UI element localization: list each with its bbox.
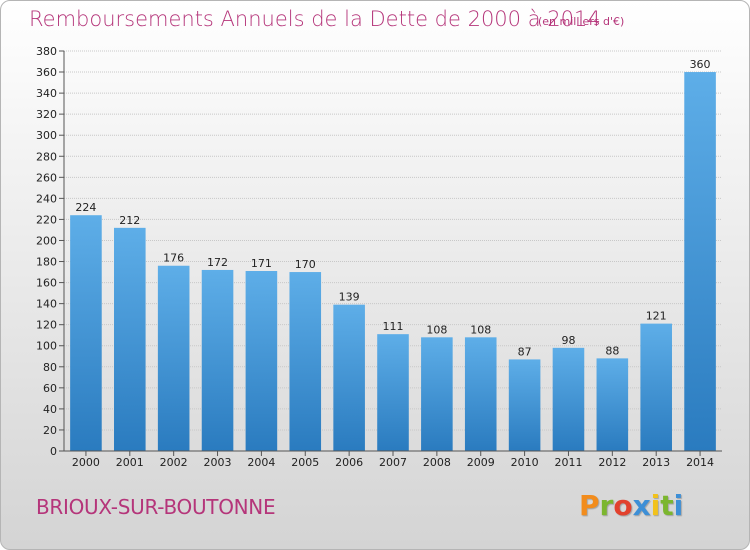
x-tick-label-2007: 2007 [379,456,407,469]
x-tick-label-2009: 2009 [467,456,495,469]
data-label-2000: 224 [75,201,96,214]
y-tick-label: 240 [36,192,57,205]
y-tick-label: 340 [36,87,57,100]
logo-letter: t [660,489,674,522]
data-label-2005: 170 [295,258,316,271]
bar-2007 [377,334,409,451]
bar-2004 [245,271,278,451]
chart-title: Remboursements Annuels de la Dette de 20… [29,7,601,31]
chart-subtitle: (en milliers d'€) [538,15,625,28]
bar-2008 [421,337,453,451]
y-tick-label: 200 [36,234,57,247]
x-tick-label-2000: 2000 [72,456,100,469]
logo-letter: P [579,489,600,522]
logo-letter: r [599,489,614,522]
x-tick-label-2002: 2002 [160,456,188,469]
data-label-2011: 98 [561,334,575,347]
bar-2006 [333,304,365,451]
y-tick-label: 20 [43,424,57,437]
data-label-2003: 172 [207,256,228,269]
bar-2012 [596,358,629,451]
y-tick-label: 80 [43,361,57,374]
bar-2014 [684,72,716,451]
x-tick-label-2008: 2008 [423,456,451,469]
bar-2000 [70,215,102,451]
x-tick-label-2013: 2013 [642,456,670,469]
y-tick-label: 280 [36,150,57,163]
x-tick-label-2001: 2001 [116,456,144,469]
x-tick-label-2004: 2004 [247,456,275,469]
logo-letter: o [613,489,633,522]
data-label-2007: 111 [383,320,404,333]
y-tick-label: 160 [36,277,57,290]
y-tick-label: 0 [50,445,57,458]
y-tick-label: 380 [36,45,57,58]
logo-letter: x [632,489,651,522]
data-label-2009: 108 [470,323,491,336]
city-name: BRIOUX-SUR-BOUTONNE [36,495,276,519]
y-tick-label: 60 [43,382,57,395]
y-tick-label: 180 [36,256,57,269]
data-label-2010: 87 [518,345,532,358]
y-tick-label: 360 [36,66,57,79]
y-tick-label: 220 [36,213,57,226]
bar-2011 [552,347,585,451]
x-tick-label-2010: 2010 [511,456,539,469]
data-label-2001: 212 [119,214,140,227]
y-tick-label: 100 [36,340,57,353]
bar-2001 [114,227,146,451]
data-label-2002: 176 [163,252,184,265]
bar-2003 [201,269,234,451]
y-tick-label: 300 [36,129,57,142]
bar-2009 [464,337,497,451]
data-label-2004: 171 [251,257,272,270]
bar-layer: 224 212 176 172 171 170 139 111 108 108 87 98 88 121 3… [70,58,716,451]
data-label-2006: 139 [339,291,360,304]
logo-letter: i [650,489,661,522]
x-tick-label-2014: 2014 [686,456,714,469]
y-tick-label: 320 [36,108,57,121]
data-label-2008: 108 [426,323,447,336]
x-tick-label-2005: 2005 [291,456,319,469]
y-tick-label: 40 [43,403,57,416]
data-label-2014: 360 [690,58,711,71]
axis-layer: 0 20 40 60 80 100 120 140 160 180 200 220 240 260 280 3… [36,45,722,469]
y-tick-label: 140 [36,298,57,311]
logo-letter: i [673,489,684,522]
bar-2010 [508,359,541,451]
bar-2002 [157,265,190,451]
data-label-2012: 88 [605,344,619,357]
y-tick-label: 120 [36,319,57,332]
x-tick-label-2011: 2011 [554,456,582,469]
x-tick-label-2003: 2003 [204,456,232,469]
data-label-2013: 121 [646,310,667,323]
bar-2005 [289,272,322,451]
bar-2013 [640,323,672,451]
x-tick-label-2006: 2006 [335,456,363,469]
y-tick-label: 260 [36,171,57,184]
x-tick-label-2012: 2012 [598,456,626,469]
proxiti-logo: Proxiti [579,489,683,522]
